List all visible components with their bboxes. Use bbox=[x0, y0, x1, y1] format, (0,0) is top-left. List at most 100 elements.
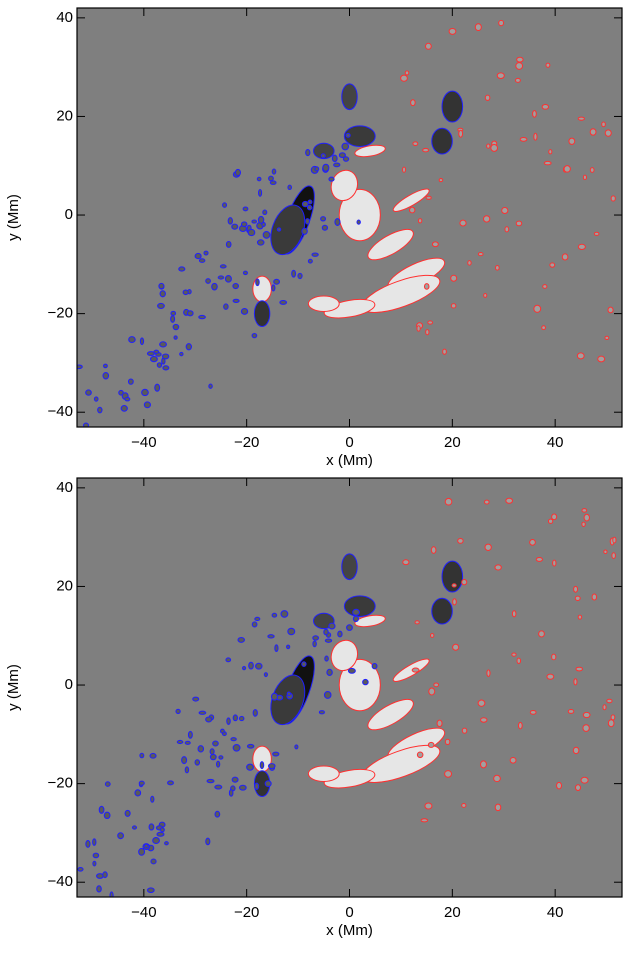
positive-region bbox=[367, 698, 414, 731]
x-tick-label: 40 bbox=[547, 904, 564, 921]
y-axis-label: y (Mm) bbox=[5, 194, 22, 241]
negative-speck bbox=[92, 860, 97, 867]
negative-speck bbox=[194, 759, 201, 766]
positive-speck bbox=[582, 174, 587, 181]
positive-speck bbox=[563, 165, 571, 173]
positive-speck bbox=[545, 62, 551, 68]
y-tick-label: 20 bbox=[56, 107, 73, 124]
negative-speck bbox=[239, 784, 247, 791]
positive-speck bbox=[444, 770, 453, 778]
negative-speck bbox=[225, 657, 232, 663]
positive-speck bbox=[484, 543, 492, 551]
negative-speck bbox=[225, 240, 232, 248]
negative-speck bbox=[333, 162, 341, 168]
negative-speck bbox=[318, 710, 325, 715]
negative-speck bbox=[276, 227, 282, 232]
negative-speck bbox=[270, 692, 279, 701]
negative-speck bbox=[231, 776, 239, 783]
negative-speck bbox=[127, 378, 134, 385]
negative-speck bbox=[109, 891, 114, 897]
negative-speck bbox=[341, 142, 350, 151]
positive-speck bbox=[568, 137, 576, 145]
positive-speck bbox=[494, 803, 502, 812]
negative-speck bbox=[272, 751, 280, 757]
positive-speck bbox=[494, 264, 500, 271]
negative-speck bbox=[198, 314, 206, 320]
negative-region bbox=[343, 595, 376, 617]
positive-speck bbox=[575, 784, 582, 791]
positive-speck bbox=[573, 678, 578, 686]
positive-speck bbox=[504, 226, 510, 233]
positive-speck bbox=[580, 776, 589, 784]
positive-speck bbox=[411, 667, 420, 673]
positive-speck bbox=[417, 218, 423, 224]
negative-speck bbox=[216, 760, 221, 768]
negative-speck bbox=[185, 343, 192, 351]
negative-speck bbox=[342, 156, 350, 162]
negative-speck bbox=[256, 176, 262, 182]
positive-speck bbox=[490, 144, 499, 152]
negative-speck bbox=[50, 365, 57, 368]
negative-speck bbox=[323, 628, 329, 636]
negative-speck bbox=[321, 224, 329, 231]
positive-speck bbox=[486, 669, 491, 677]
positive-speck bbox=[429, 632, 435, 638]
negative-speck bbox=[279, 300, 288, 305]
positive-speck bbox=[422, 147, 430, 153]
positive-speck bbox=[450, 303, 457, 309]
negative-speck bbox=[251, 621, 258, 628]
negative-speck bbox=[214, 810, 221, 818]
negative-speck bbox=[304, 218, 310, 225]
negative-speck bbox=[154, 383, 161, 392]
positive-speck bbox=[477, 699, 486, 707]
positive-speck bbox=[420, 818, 429, 823]
positive-speck bbox=[496, 72, 505, 80]
negative-speck bbox=[181, 756, 188, 765]
positive-speck bbox=[541, 325, 546, 331]
positive-speck bbox=[430, 546, 437, 554]
positive-speck bbox=[501, 206, 509, 215]
negative-speck bbox=[267, 763, 276, 770]
negative-speck bbox=[182, 289, 189, 296]
negative-speck bbox=[209, 748, 215, 755]
positive-speck bbox=[517, 721, 523, 730]
y-tick-label: −40 bbox=[48, 403, 73, 420]
positive-speck bbox=[483, 292, 488, 298]
negative-speck bbox=[234, 168, 241, 177]
negative-speck bbox=[251, 332, 258, 339]
positive-speck bbox=[448, 27, 457, 35]
negative-speck bbox=[85, 389, 92, 396]
negative-speck bbox=[205, 278, 211, 284]
negative-speck bbox=[72, 902, 77, 907]
positive-speck bbox=[538, 630, 545, 638]
negative-speck bbox=[143, 401, 151, 409]
negative-speck bbox=[307, 258, 313, 264]
negative-speck bbox=[208, 383, 213, 389]
negative-speck bbox=[352, 615, 359, 623]
positive-region bbox=[392, 658, 430, 682]
negative-speck bbox=[346, 624, 353, 631]
negative-speck bbox=[156, 831, 165, 837]
negative-speck bbox=[159, 290, 166, 298]
positive-speck bbox=[505, 497, 514, 504]
positive-speck bbox=[457, 537, 464, 544]
negative-speck bbox=[280, 610, 289, 618]
negative-speck bbox=[187, 730, 193, 739]
positive-speck bbox=[548, 149, 553, 155]
negative-speck bbox=[352, 608, 361, 616]
negative-speck bbox=[209, 753, 217, 761]
positive-speck bbox=[402, 559, 410, 566]
negative-speck bbox=[220, 728, 225, 734]
negative-speck bbox=[117, 832, 124, 840]
negative-speck bbox=[371, 662, 378, 670]
positive-speck bbox=[577, 243, 586, 250]
positive-speck bbox=[498, 19, 505, 27]
negative-region bbox=[431, 127, 453, 155]
positive-speck bbox=[606, 698, 613, 704]
negative-speck bbox=[324, 655, 329, 662]
positive-region bbox=[307, 295, 340, 312]
x-axis-label: x (Mm) bbox=[326, 452, 373, 469]
negative-speck bbox=[146, 887, 155, 894]
negative-speck bbox=[228, 789, 234, 797]
positive-speck bbox=[561, 253, 569, 261]
